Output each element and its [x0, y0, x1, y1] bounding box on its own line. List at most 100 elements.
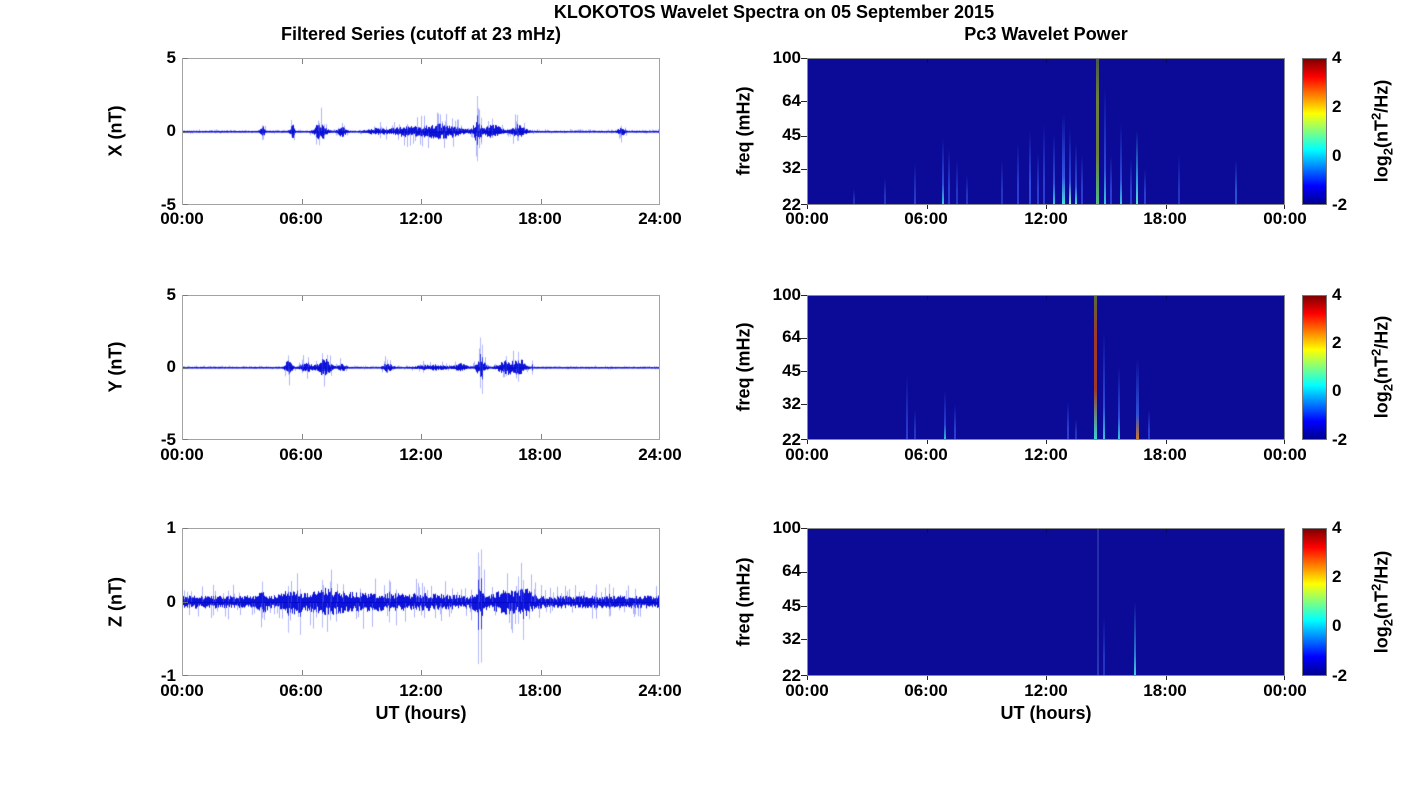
- x-tick: 18:00: [518, 445, 562, 464]
- x-tick: 24:00: [638, 681, 682, 700]
- colorbar-x: [1302, 58, 1327, 205]
- axis-tick: [801, 135, 807, 137]
- power-streak: [1102, 332, 1105, 439]
- axis-tick: [801, 204, 807, 205]
- power-streak: [1177, 155, 1180, 204]
- power-streak: [1037, 153, 1040, 204]
- colorbar-tick: 4: [1332, 285, 1342, 304]
- axis-tick: [1046, 676, 1047, 680]
- colorbar-tick: 2: [1332, 567, 1342, 586]
- x-tick: 06:00: [904, 681, 948, 700]
- x-tick: 06:00: [904, 209, 948, 228]
- y-tick: 0: [166, 121, 176, 140]
- axis-tick: [807, 440, 808, 444]
- power-streak: [941, 139, 944, 204]
- freq-tick: 100: [772, 518, 801, 537]
- colorbar-z: [1302, 528, 1327, 676]
- axis-tick: [301, 434, 303, 439]
- y-tick: -5: [160, 430, 176, 449]
- axis-tick: [183, 528, 188, 529]
- x-tick: 12:00: [1024, 209, 1068, 228]
- x-tick: 06:00: [279, 445, 323, 464]
- power-streak: [1102, 617, 1105, 675]
- series-canvas-y: [183, 296, 659, 439]
- axis-tick: [301, 670, 303, 675]
- spectrogram-panel-x: [807, 58, 1285, 205]
- power-streak: [1148, 410, 1151, 439]
- axis-tick: [1284, 676, 1285, 680]
- x-tick: 00:00: [1263, 681, 1307, 700]
- colorbar-tick: 0: [1332, 381, 1342, 400]
- axis-tick: [801, 528, 807, 529]
- power-streak: [1029, 131, 1032, 204]
- colorbar-tick: 0: [1332, 616, 1342, 635]
- x-tick: 00:00: [785, 209, 829, 228]
- x-tick: 00:00: [1263, 445, 1307, 464]
- freq-tick: 64: [782, 561, 801, 580]
- colorbar-y: [1302, 295, 1327, 440]
- power-streak: [1103, 88, 1106, 204]
- axis-tick: [807, 676, 808, 680]
- x-tick: 12:00: [399, 681, 443, 700]
- power-streak: [1074, 143, 1077, 204]
- axis-tick: [801, 606, 807, 608]
- freq-tick: 32: [782, 158, 801, 177]
- axis-tick: [801, 101, 807, 103]
- y-tick: -1: [160, 666, 176, 685]
- axis-tick: [1046, 205, 1047, 209]
- axis-tick: [926, 440, 928, 444]
- freq-tick: 32: [782, 629, 801, 648]
- x-tick: 18:00: [1143, 445, 1187, 464]
- axis-tick: [540, 670, 542, 675]
- colorbar-tick: -2: [1332, 430, 1348, 449]
- colorbar-tick: 0: [1332, 146, 1342, 165]
- axis-tick: [807, 205, 808, 209]
- freq-tick: 22: [782, 195, 801, 214]
- axis-tick: [1046, 529, 1047, 533]
- axis-tick: [926, 676, 928, 680]
- axis-tick: [540, 529, 542, 534]
- colorbar-tick: 2: [1332, 97, 1342, 116]
- power-streak: [1068, 129, 1071, 204]
- power-streak: [1135, 359, 1139, 439]
- power-streak: [1017, 143, 1020, 204]
- axis-tick: [183, 602, 188, 603]
- axis-tick: [801, 168, 807, 170]
- power-streak: [1136, 131, 1139, 204]
- axis-tick: [540, 59, 542, 64]
- axis-tick: [301, 199, 303, 204]
- x-tick: 18:00: [1143, 681, 1187, 700]
- axis-tick: [926, 529, 928, 533]
- power-streak: [1080, 155, 1083, 204]
- y-tick: 5: [166, 48, 176, 67]
- x-axis-label-right: UT (hours): [1000, 703, 1092, 723]
- x-tick: 18:00: [518, 209, 562, 228]
- power-streak: [914, 410, 917, 439]
- axis-tick: [1284, 205, 1285, 209]
- power-streak: [1094, 296, 1098, 439]
- power-streak: [1062, 114, 1066, 204]
- axis-tick: [301, 296, 303, 301]
- power-streak: [1096, 529, 1099, 675]
- axis-tick: [1165, 296, 1167, 300]
- axis-tick: [421, 199, 422, 204]
- power-streak: [1134, 602, 1137, 675]
- x-tick: 06:00: [279, 681, 323, 700]
- x-tick: 12:00: [399, 445, 443, 464]
- timeseries-panel-y: [182, 295, 660, 440]
- freq-tick: 45: [782, 596, 801, 615]
- freq-tick: 64: [782, 91, 801, 110]
- power-streak: [1001, 160, 1004, 204]
- axis-tick: [540, 434, 542, 439]
- power-streak: [1074, 419, 1077, 439]
- axis-tick: [421, 59, 422, 64]
- spectrogram-panel-z: [807, 528, 1285, 676]
- colorbar-tick: -2: [1332, 666, 1348, 685]
- y-tick: 0: [166, 357, 176, 376]
- x-tick: 18:00: [518, 681, 562, 700]
- axis-tick: [1165, 529, 1167, 533]
- x-tick: 18:00: [1143, 209, 1187, 228]
- axis-tick: [1165, 676, 1167, 680]
- power-streak: [1118, 367, 1121, 439]
- x-tick: 12:00: [1024, 681, 1068, 700]
